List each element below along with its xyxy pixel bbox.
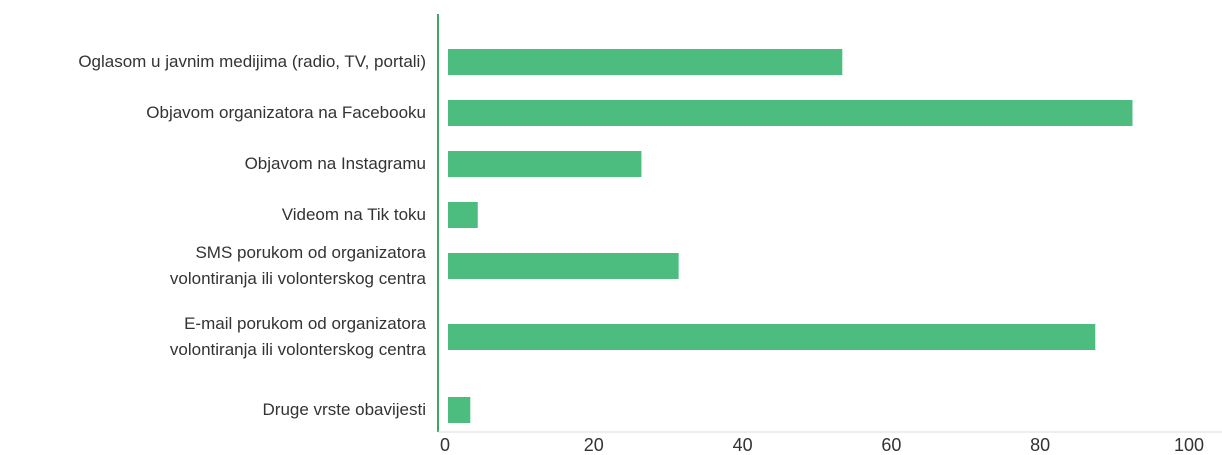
x-tick-label: 80 [1030,435,1050,455]
category-label: SMS porukom od organizatora volontiranja… [169,243,426,288]
bar [448,253,679,279]
category-label: Oglasom u javnim medijima (radio, TV, po… [78,52,426,71]
category-label: Videom na Tik toku [281,205,426,224]
x-tick-label: 20 [584,435,604,455]
bar [448,100,1133,126]
x-tick-label: 0 [440,435,450,455]
category-label: Objavom organizatora na Facebooku [146,103,426,122]
category-label: E-mail porukom od organizatora volontira… [169,314,426,359]
x-tick-label: 100 [1174,435,1204,455]
bar [448,49,843,75]
x-tick-label: 60 [881,435,901,455]
category-label: Objavom na Instagramu [244,154,426,173]
bar [448,151,642,177]
bar [448,397,471,423]
x-tick-label: 40 [733,435,753,455]
bar [448,202,478,228]
category-label: Druge vrste obavijesti [262,400,426,419]
bar [448,324,1096,350]
